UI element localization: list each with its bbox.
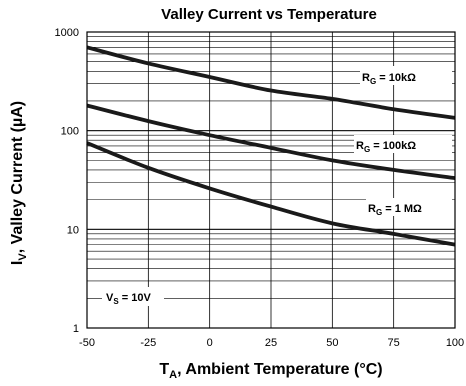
svg-text:RG = 100kΩ: RG = 100kΩ xyxy=(356,140,416,154)
y-tick-labels: 1 10 100 1000 xyxy=(55,27,79,335)
x-tick-label: 0 xyxy=(207,337,213,349)
series-line-0 xyxy=(86,45,456,120)
annotation-main: V xyxy=(106,292,114,304)
x-axis-label-sub: A xyxy=(169,369,177,381)
svg-text:VS = 10V: VS = 10V xyxy=(106,292,151,306)
x-tick-labels: -50 -25 0 25 50 75 100 xyxy=(79,337,464,349)
x-axis-label-main: T xyxy=(159,361,169,378)
series-label-10k: RG = 10kΩ xyxy=(360,66,452,86)
annotation-sub: S xyxy=(113,297,119,306)
y-axis-label-rest: , Valley Current (µA) xyxy=(9,101,26,253)
series-label-1m-sub: G xyxy=(376,208,382,217)
x-tick-label: -25 xyxy=(140,337,156,349)
y-axis-label-main: I xyxy=(9,261,26,265)
x-tick-label: 25 xyxy=(265,337,277,349)
series-line-1 xyxy=(86,103,456,181)
svg-text:RG = 10kΩ: RG = 10kΩ xyxy=(362,72,416,86)
series-label-1m-rest: = 1 MΩ xyxy=(382,203,422,215)
annotation-rest: = 10V xyxy=(119,292,152,304)
series-label-100k: RG = 100kΩ xyxy=(354,135,452,154)
y-tick-label: 100 xyxy=(61,126,79,138)
y-tick-label: 10 xyxy=(67,224,79,236)
series-lines xyxy=(86,45,456,247)
y-tick-label: 1 xyxy=(73,323,79,335)
series-label-1m: RG = 1 MΩ xyxy=(366,198,452,217)
plot-frame xyxy=(86,31,456,329)
series-label-100k-rest: = 100kΩ xyxy=(370,140,416,152)
series-label-100k-main: R xyxy=(356,140,364,152)
supply-voltage-annotation: VS = 10V xyxy=(102,287,164,306)
series-label-10k-rest: = 10kΩ xyxy=(376,72,416,84)
series-label-100k-sub: G xyxy=(364,145,370,154)
y-tick-label: 1000 xyxy=(55,27,79,39)
x-tick-label: -50 xyxy=(79,337,95,349)
series-label-10k-sub: G xyxy=(370,77,376,86)
series-label-10k-main: R xyxy=(362,72,370,84)
svg-text:RG = 1 MΩ: RG = 1 MΩ xyxy=(368,203,422,217)
series-label-1m-main: R xyxy=(368,203,376,215)
y-axis-label-sub: V xyxy=(17,253,29,261)
y-axis-label: IV, Valley Current (µA) xyxy=(9,101,29,265)
x-axis-label: TA, Ambient Temperature (°C) xyxy=(159,361,382,381)
x-axis-label-rest: , Ambient Temperature (°C) xyxy=(177,361,383,378)
x-tick-label: 75 xyxy=(388,337,400,349)
x-tick-label: 50 xyxy=(326,337,338,349)
chart-title: Valley Current vs Temperature xyxy=(161,6,377,23)
x-tick-label: 100 xyxy=(446,337,464,349)
series-line-2 xyxy=(86,141,456,247)
